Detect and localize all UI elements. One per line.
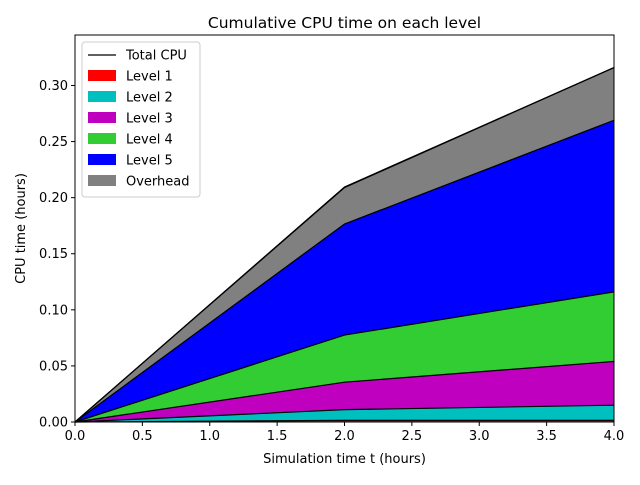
legend-label-level-3: Level 3 (126, 112, 173, 127)
area-level-4 (75, 291, 614, 422)
y-tick-label: 0.20 (39, 191, 68, 206)
y-tick-label: 0.15 (39, 247, 68, 262)
x-tick-label: 2.0 (334, 429, 355, 444)
y-tick-label: 0.30 (39, 79, 68, 94)
x-axis-ticks: 0.0 0.5 1.0 1.5 2.0 2.5 3.0 3.5 4.0 (65, 422, 625, 444)
legend-swatch-level-2 (88, 91, 116, 102)
y-tick-label: 0.00 (39, 416, 68, 431)
area-overhead (75, 67, 614, 423)
x-tick-label: 1.0 (199, 429, 220, 444)
legend: Total CPU Level 1 Level 2 Level 3 Level 4 Lev… (81, 41, 201, 198)
x-axis-label: Simulation time t (hours) (263, 452, 426, 467)
y-axis-ticks: 0.00 0.05 0.10 0.15 0.20 0.25 0.30 (39, 79, 75, 431)
legend-swatch-level-3 (88, 112, 116, 123)
boundary-line-level-2 (74, 404, 615, 423)
boundary-line-level-5 (74, 119, 615, 423)
area-level-5 (75, 120, 614, 423)
legend-swatch-level-5 (88, 154, 116, 165)
x-tick-label: 0.0 (65, 429, 86, 444)
x-tick-label: 3.0 (469, 429, 490, 444)
x-tick-label: 2.5 (402, 429, 423, 444)
boundary-line-level-4 (74, 291, 615, 423)
legend-label-total-cpu: Total CPU (125, 49, 187, 64)
area-level-2 (75, 405, 614, 422)
x-tick-label: 4.0 (604, 429, 625, 444)
y-axis-label: CPU time (hours) (14, 173, 29, 284)
legend-label-level-5: Level 5 (126, 154, 173, 169)
boundary-line-level-3 (74, 360, 615, 423)
legend-label-level-2: Level 2 (126, 91, 173, 106)
legend-swatch-overhead (88, 175, 116, 186)
x-tick-label: 3.5 (536, 429, 557, 444)
y-tick-label: 0.05 (39, 359, 68, 374)
y-tick-label: 0.25 (39, 135, 68, 150)
legend-swatch-level-1 (88, 70, 116, 81)
x-tick-label: 1.5 (267, 429, 288, 444)
total-cpu-line (74, 66, 615, 423)
y-tick-label: 0.10 (39, 303, 68, 318)
legend-label-level-1: Level 1 (126, 70, 173, 85)
legend-swatch-level-4 (88, 133, 116, 144)
boundary-lines-layer (74, 66, 615, 423)
x-tick-label: 0.5 (132, 429, 153, 444)
legend-label-level-4: Level 4 (126, 133, 173, 148)
chart-title: Cumulative CPU time on each level (208, 14, 481, 32)
areas-layer (75, 67, 614, 423)
legend-label-overhead: Overhead (126, 175, 190, 190)
boundary-line-level-1 (74, 419, 614, 423)
